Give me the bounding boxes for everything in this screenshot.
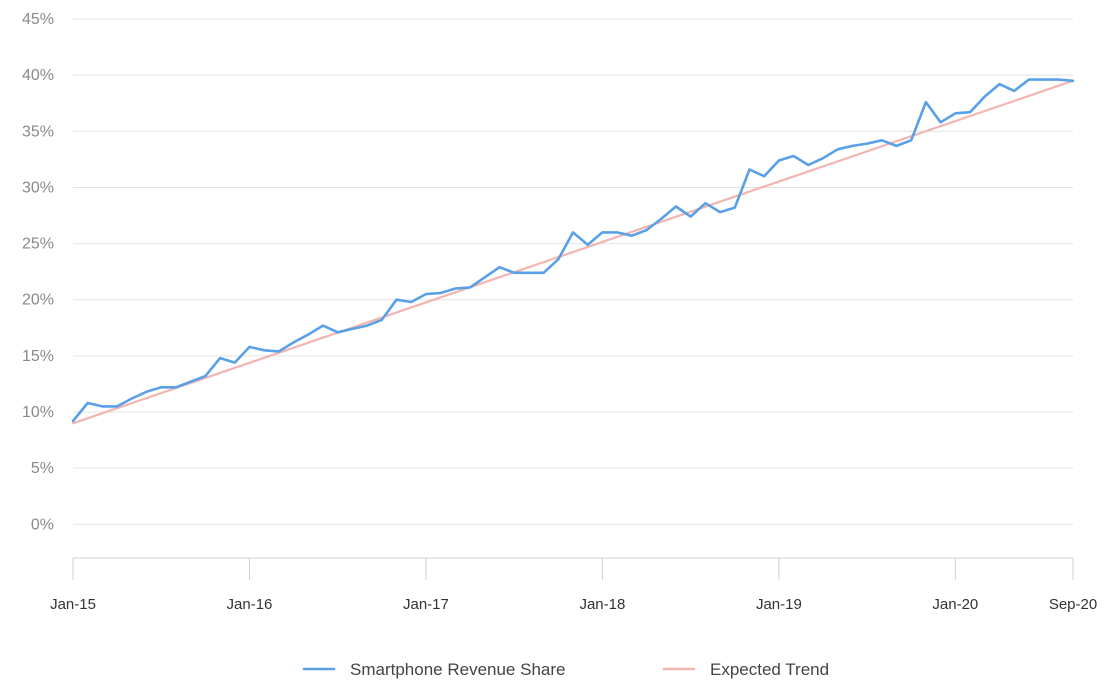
y-tick-label: 15%	[22, 348, 54, 365]
grid-lines	[73, 18, 1073, 525]
x-tick-label: Jan-15	[50, 596, 96, 613]
y-tick-label: 0%	[31, 516, 54, 533]
x-axis: Jan-15 Jan-16 Jan-17 Jan-18 Jan-19 Jan-20 Sep-…	[50, 557, 1097, 613]
legend-item-smartphone-revenue-share: Smartphone Revenue Share	[302, 660, 565, 679]
x-tick-label: Sep-20	[1049, 596, 1097, 613]
x-tick-label: Jan-18	[579, 596, 625, 613]
series-lines	[71, 78, 1075, 425]
y-tick-label: 25%	[22, 236, 54, 253]
y-tick-label: 5%	[31, 460, 54, 477]
x-tick-label: Jan-16	[227, 596, 273, 613]
legend-label: Smartphone Revenue Share	[350, 660, 565, 679]
x-tick-label: Jan-20	[932, 596, 978, 613]
y-tick-label: 20%	[22, 292, 54, 309]
x-tick-label: Jan-17	[403, 596, 449, 613]
y-tick-label: 30%	[22, 179, 54, 196]
y-tick-label: 45%	[22, 11, 54, 28]
x-tick-label: Jan-19	[756, 596, 802, 613]
legend-label: Expected Trend	[710, 660, 829, 679]
y-tick-label: 40%	[22, 67, 54, 84]
series-line-expected-trend	[71, 79, 1075, 425]
y-tick-label: 35%	[22, 123, 54, 140]
legend-item-expected-trend: Expected Trend	[662, 660, 829, 679]
y-tick-label: 10%	[22, 404, 54, 421]
legend: Smartphone Revenue Share Expected Trend	[302, 660, 829, 679]
y-axis: 0% 5% 10% 15% 20% 25% 30% 35% 40% 45%	[22, 11, 54, 533]
series-line-smartphone-revenue-share	[71, 78, 1075, 423]
